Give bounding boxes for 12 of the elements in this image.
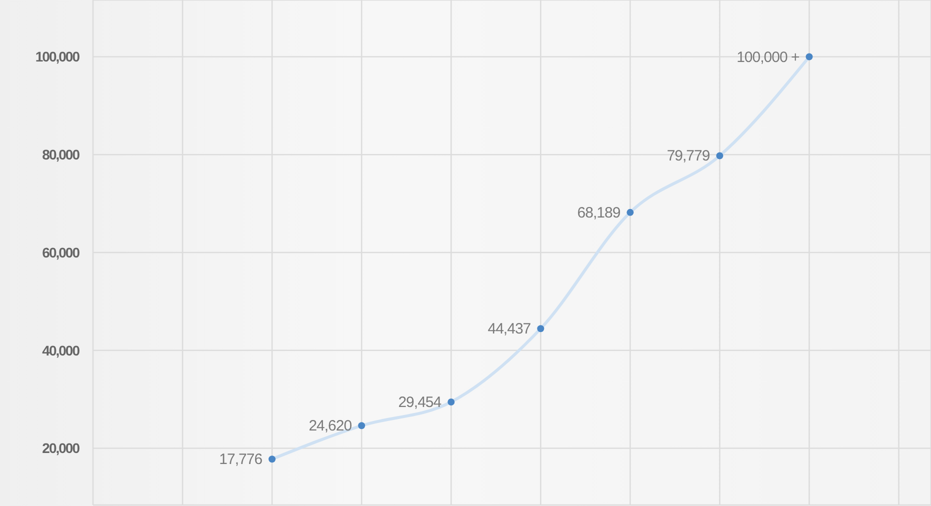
data-label: 44,437 [488, 320, 531, 338]
y-tick-label: 60,000 [42, 244, 80, 260]
data-label: 100,000 + [736, 48, 800, 66]
data-label: 24,620 [308, 418, 352, 435]
y-tick-label: 100,000 [35, 48, 80, 65]
data-label: 29,454 [398, 394, 442, 411]
y-tick-label: 40,000 [42, 342, 80, 358]
data-label: 79,779 [666, 148, 710, 165]
data-label: 17,776 [219, 451, 262, 468]
y-tick-label: 20,000 [42, 440, 80, 456]
y-tick-label: 80,000 [42, 146, 80, 163]
data-label: 68,189 [577, 204, 620, 222]
